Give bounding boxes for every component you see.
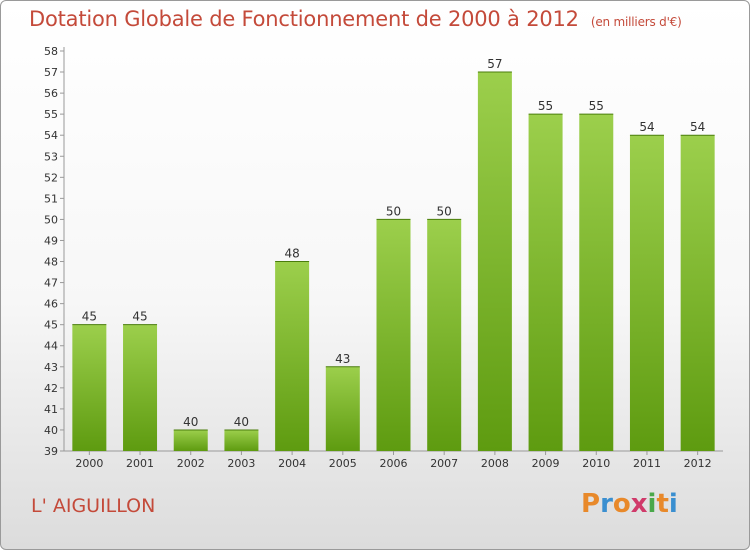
logo-letter: i	[668, 489, 678, 519]
bar-2001	[123, 324, 158, 451]
value-label-2005: 43	[335, 352, 350, 366]
bar-2006	[376, 219, 411, 451]
y-tick-label: 45	[44, 319, 58, 332]
logo-letter: x	[630, 489, 648, 519]
x-tick-label-2002: 2002	[177, 457, 205, 470]
y-tick-label: 41	[44, 403, 58, 416]
bar-2012	[680, 135, 715, 452]
value-label-2003: 40	[234, 415, 249, 429]
bar-2010	[579, 114, 614, 451]
value-label-2004: 48	[284, 247, 299, 261]
y-tick-label: 58	[44, 45, 58, 58]
value-label-2011: 54	[639, 120, 654, 134]
y-tick-label: 55	[44, 108, 58, 121]
x-tick-label-2011: 2011	[633, 457, 661, 470]
x-tick-label-2004: 2004	[278, 457, 306, 470]
value-label-2012: 54	[690, 120, 705, 134]
logo-letter: r	[600, 489, 613, 519]
x-tick-label-2003: 2003	[227, 457, 255, 470]
value-label-2008: 57	[487, 57, 502, 71]
x-tick-label-2012: 2012	[684, 457, 712, 470]
chart-bars	[72, 71, 715, 452]
x-tick-label-2000: 2000	[75, 457, 103, 470]
value-label-2007: 50	[437, 204, 452, 218]
y-tick-label: 56	[44, 87, 58, 100]
y-tick-label: 57	[44, 66, 58, 79]
y-axis-ticks: 39 40 41 42 43 44 45 46 47 48 49 50 51 52 53 54 55 56 57 58	[44, 45, 64, 458]
y-tick-label: 46	[44, 298, 58, 311]
y-tick-label: 50	[44, 213, 58, 226]
x-tick-label-2006: 2006	[380, 457, 408, 470]
y-tick-label: 39	[44, 445, 58, 458]
bar-2004	[275, 261, 310, 451]
bar-2005	[325, 366, 360, 451]
x-tick-label-2005: 2005	[329, 457, 357, 470]
x-tick-label-2007: 2007	[430, 457, 458, 470]
y-tick-label: 47	[44, 277, 58, 290]
y-tick-label: 40	[44, 424, 58, 437]
y-tick-label: 44	[44, 340, 58, 353]
bar-2000	[72, 324, 107, 451]
value-label-2002: 40	[183, 415, 198, 429]
value-label-2001: 45	[132, 310, 147, 324]
logo-letter: i	[647, 489, 657, 519]
bar-2003	[224, 429, 259, 451]
chart-labels: 45 2000 45 2001 40 2002 40 2003 48 2004 43 2005 50 20…	[75, 57, 711, 470]
proxiti-logo: Proxiti	[581, 489, 678, 519]
x-tick-label-2009: 2009	[532, 457, 560, 470]
value-label-2010: 55	[589, 99, 604, 113]
y-tick-label: 52	[44, 171, 58, 184]
y-tick-label: 43	[44, 361, 58, 374]
value-label-2009: 55	[538, 99, 553, 113]
bar-2011	[629, 135, 664, 452]
value-label-2000: 45	[82, 310, 97, 324]
chart-unit: (en milliers d'€)	[590, 15, 682, 29]
commune-name: L' AIGUILLON	[31, 495, 156, 517]
chart-title-text: Dotation Globale de Fonctionnement de 20…	[29, 7, 579, 31]
y-tick-label: 49	[44, 234, 58, 247]
x-tick-label-2008: 2008	[481, 457, 509, 470]
logo-letter: t	[656, 489, 669, 519]
value-label-2006: 50	[386, 204, 401, 218]
bar-2008	[477, 72, 512, 451]
logo-letter: o	[612, 489, 631, 519]
y-tick-label: 42	[44, 382, 58, 395]
bar-2009	[528, 114, 563, 451]
chart-title: Dotation Globale de Fonctionnement de 20…	[29, 7, 682, 31]
y-tick-label: 51	[44, 192, 58, 205]
x-tick-label-2001: 2001	[126, 457, 154, 470]
logo-letter: P	[581, 489, 601, 519]
y-tick-label: 48	[44, 256, 58, 269]
x-tick-label-2010: 2010	[582, 457, 610, 470]
y-tick-label: 53	[44, 150, 58, 163]
bar-2002	[173, 429, 208, 451]
bar-2007	[427, 219, 462, 451]
y-tick-label: 54	[44, 129, 58, 142]
